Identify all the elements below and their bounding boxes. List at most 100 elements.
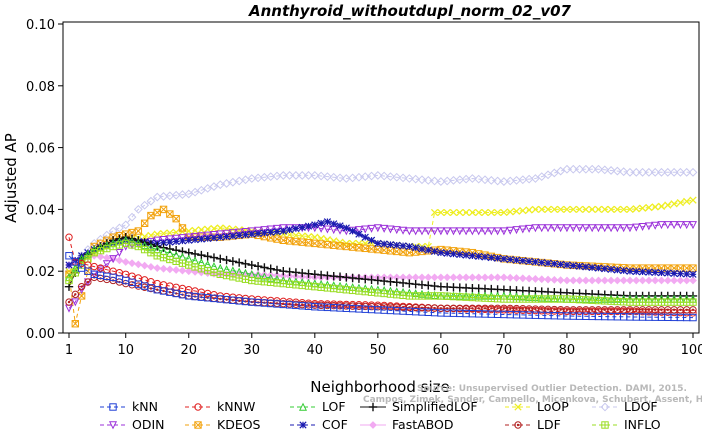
- point-ldf-dot: [521, 307, 525, 310]
- point-ldf-dot: [647, 308, 651, 312]
- point-ldof: [556, 166, 566, 176]
- point-ldf-dot: [641, 308, 644, 312]
- point-odin: [266, 225, 275, 234]
- point-inflo-cross: [299, 282, 306, 289]
- point-ldof: [121, 220, 131, 230]
- point-loop: [689, 196, 697, 204]
- point-ldof: [575, 164, 584, 174]
- legend-marker-kdeos-cross: [194, 421, 202, 429]
- point-inflo-cross: [72, 269, 79, 276]
- point-ldof: [184, 189, 194, 199]
- legend-marker-simplifiedlof: [368, 402, 378, 412]
- point-fastabod: [443, 273, 452, 282]
- point-inflo-cross: [254, 277, 262, 285]
- point-ldof: [669, 167, 679, 177]
- point-knnw: [147, 278, 155, 286]
- point-ldof: [152, 192, 162, 202]
- point-loop: [481, 208, 489, 217]
- point-ldf-dot: [635, 308, 638, 312]
- point-loop: [519, 206, 527, 215]
- point-inflo-cross: [355, 287, 363, 295]
- point-inflo-cross: [217, 271, 224, 278]
- point-cof: [582, 263, 590, 271]
- point-ldof: [329, 172, 339, 182]
- point-cof: [267, 228, 275, 236]
- point-kdeos-cross: [689, 264, 697, 272]
- point-inflo-cross: [97, 247, 104, 254]
- legend-item-odin: ODIN: [100, 417, 165, 432]
- point-inflo-cross: [292, 281, 300, 288]
- point-loop: [191, 226, 199, 235]
- series-line-odin: [68, 224, 693, 309]
- point-odin: [178, 234, 187, 243]
- point-kdeos-cross: [393, 247, 401, 255]
- point-ldof: [247, 174, 257, 183]
- point-ldof: [581, 164, 591, 174]
- point-ldof: [196, 185, 206, 195]
- point-inflo-cross: [204, 267, 211, 274]
- point-odin: [531, 224, 540, 233]
- point-inflo-cross: [443, 293, 451, 300]
- point-ldof: [562, 164, 572, 174]
- point-kdeos-cross: [399, 248, 407, 256]
- point-loop: [304, 232, 313, 241]
- point-simplifiedlof: [228, 257, 238, 266]
- point-inflo-cross: [248, 277, 255, 284]
- point-cof: [229, 232, 237, 240]
- point-odin: [373, 224, 382, 233]
- point-odin: [670, 221, 679, 230]
- x-tick-label: 80: [559, 343, 576, 358]
- point-fastabod: [96, 252, 105, 261]
- point-odin: [600, 224, 609, 233]
- point-ldf-dot: [301, 303, 304, 306]
- point-inflo-cross: [525, 295, 533, 303]
- point-ldf-dot: [288, 302, 291, 306]
- point-fastabod: [430, 273, 439, 282]
- legend-marker-knnw: [194, 403, 202, 411]
- point-inflo-cross: [242, 276, 249, 283]
- point-lof: [165, 248, 174, 257]
- point-ldof: [537, 172, 547, 182]
- point-inflo-cross: [689, 298, 697, 306]
- point-inflo-cross: [116, 241, 123, 249]
- point-odin: [625, 224, 634, 233]
- point-loop: [468, 208, 477, 217]
- point-ldf-dot: [490, 307, 493, 310]
- point-loop: [298, 232, 306, 240]
- point-fastabod: [115, 256, 124, 265]
- point-odin: [562, 224, 571, 233]
- point-loop: [475, 208, 483, 217]
- point-loop: [462, 208, 470, 217]
- point-inflo-cross: [425, 292, 432, 300]
- point-fastabod: [512, 274, 521, 282]
- point-cof: [645, 268, 653, 276]
- point-inflo-cross: [179, 259, 186, 267]
- point-cof: [512, 256, 521, 264]
- point-loop: [638, 204, 647, 212]
- point-kdeos-cross: [267, 234, 275, 242]
- point-fastabod: [481, 273, 489, 282]
- point-kdeos-cross: [317, 240, 325, 248]
- legend-item-kdeos: KDEOS: [185, 417, 261, 432]
- point-kdeos-cross: [676, 264, 684, 272]
- point-odin: [575, 224, 584, 233]
- point-ldof: [392, 172, 402, 182]
- point-odin: [424, 227, 433, 236]
- x-tick-label: 10: [117, 343, 134, 358]
- point-ldf-dot: [427, 306, 430, 310]
- point-odin: [203, 231, 212, 240]
- x-tick-label: 20: [180, 343, 197, 358]
- point-ldf-dot: [616, 308, 619, 312]
- legend-label-lof: LOF: [322, 399, 346, 414]
- point-lof: [178, 252, 187, 261]
- point-fastabod: [449, 273, 458, 282]
- point-ldf-dot: [685, 308, 688, 312]
- point-ldf: [71, 290, 80, 299]
- point-ldof: [442, 176, 452, 186]
- point-odin: [556, 224, 565, 233]
- point-loop: [493, 208, 502, 217]
- point-odin: [443, 227, 452, 236]
- point-kdeos-cross: [298, 238, 306, 246]
- axes-layer: 1 10 20 30 40 50 60 70 80 90 100 0.00 0.02 0.04 0.06 0.…: [26, 18, 702, 358]
- point-inflo-cross: [557, 295, 564, 303]
